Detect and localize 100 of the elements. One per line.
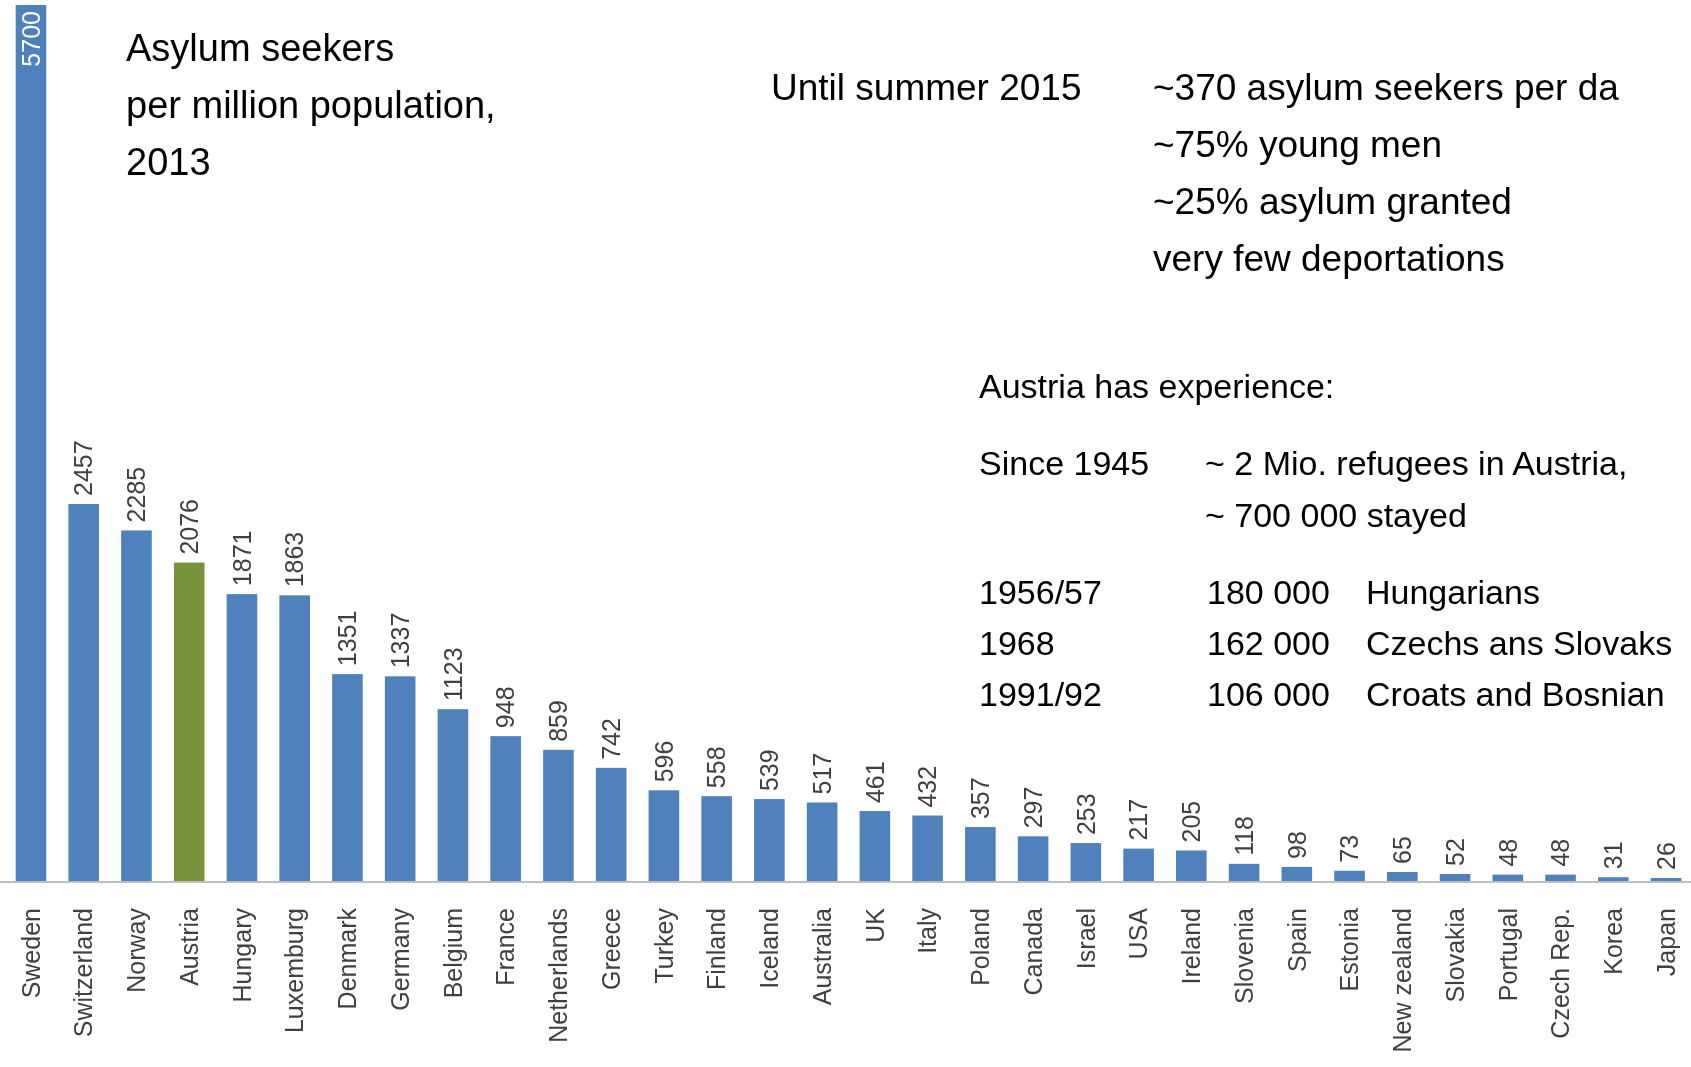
bar — [121, 530, 152, 882]
x-tick-label: Hungary — [227, 907, 256, 1003]
x-tick-label: Finland — [702, 908, 731, 990]
x-tick-label: Poland — [966, 908, 995, 986]
data-label: 517 — [807, 752, 836, 795]
bar — [1176, 850, 1207, 882]
bar — [279, 595, 310, 882]
data-label: 1351 — [333, 610, 362, 667]
data-label: 948 — [491, 686, 520, 729]
x-tick-label: Sweden — [16, 908, 45, 999]
annotation: 1968 — [979, 624, 1055, 662]
x-tick-label: Austria — [174, 907, 203, 986]
x-tick-label: Israel — [1071, 908, 1100, 970]
x-tick-label: Turkey — [649, 907, 678, 984]
annotation: Until summer 2015 — [771, 67, 1082, 108]
bar — [1334, 870, 1365, 882]
bar — [806, 802, 838, 882]
x-tick-label: France — [491, 908, 520, 986]
bar — [15, 5, 47, 882]
annotation: 162 000 — [1207, 624, 1330, 662]
x-tick-label: Australia — [807, 907, 836, 1006]
x-tick-label: Ireland — [1177, 908, 1206, 985]
x-tick-label: Switzerland — [69, 908, 98, 1038]
annotation: ~ 2 Mio. refugees in Austria, — [1205, 444, 1628, 482]
bar — [543, 749, 574, 882]
bar — [68, 503, 100, 882]
annotation: Austria has experience: — [979, 367, 1335, 405]
bar — [1387, 872, 1418, 882]
x-tick-label: Luxemburg — [280, 908, 309, 1034]
annotation: 1956/57 — [979, 573, 1102, 611]
bar — [754, 799, 785, 882]
bar — [490, 736, 521, 882]
annotation: ~370 asylum seekers per da — [1153, 67, 1620, 108]
data-label: 217 — [1124, 798, 1153, 841]
bar — [1070, 843, 1102, 882]
x-tick-label: Denmark — [333, 907, 362, 1010]
x-tick-label: Belgium — [438, 908, 467, 999]
bar — [437, 709, 469, 882]
x-tick-label: Italy — [913, 907, 942, 954]
annotation: 1991/92 — [979, 675, 1102, 713]
x-tick-label: New zealand — [1388, 908, 1417, 1053]
data-label: 73 — [1335, 834, 1364, 863]
annotation: Since 1945 — [979, 444, 1150, 482]
data-label: 742 — [596, 718, 625, 760]
bar — [1228, 863, 1260, 882]
annotation: ~25% asylum granted — [1153, 181, 1512, 222]
data-label: 859 — [544, 700, 573, 742]
data-label: 1871 — [227, 530, 256, 587]
bar — [1017, 836, 1049, 882]
x-tick-label: Slovakia — [1440, 907, 1469, 1003]
data-label: 205 — [1177, 800, 1206, 843]
data-label: 1863 — [280, 531, 309, 588]
data-label: 461 — [860, 761, 889, 804]
bar — [173, 562, 205, 882]
annotation: ~ 700 000 stayed — [1205, 496, 1467, 534]
x-tick-label: Norway — [122, 907, 151, 993]
data-label: 297 — [1018, 786, 1047, 829]
x-tick-label: Korea — [1599, 907, 1628, 975]
data-label: 2457 — [69, 440, 98, 496]
x-tick-label: Estonia — [1335, 907, 1364, 992]
annotation: very few deportations — [1153, 238, 1505, 279]
data-label: 253 — [1071, 793, 1100, 836]
x-tick-label: Czech Rep. — [1546, 908, 1575, 1039]
annotation: 106 000 — [1207, 675, 1330, 713]
bar — [332, 674, 363, 882]
x-tick-label: UK — [860, 907, 889, 943]
x-tick-label: Canada — [1018, 907, 1047, 996]
data-label: 5700 — [16, 11, 45, 67]
x-tick-label: Slovenia — [1229, 907, 1258, 1004]
bar — [595, 767, 627, 882]
bar — [1123, 848, 1154, 882]
data-label: 2285 — [122, 466, 151, 523]
x-tick-label: Spain — [1282, 908, 1311, 972]
data-label: 48 — [1493, 838, 1522, 867]
data-label: 31 — [1599, 841, 1628, 870]
data-label: 98 — [1282, 831, 1311, 859]
x-tick-label: Japan — [1651, 908, 1680, 977]
text: Asylum seekers per million population, 2013 — [126, 27, 496, 183]
annotation: Croats and Bosnian — [1366, 675, 1665, 713]
data-label: 118 — [1229, 815, 1258, 856]
bar — [384, 676, 416, 882]
bar — [1281, 866, 1313, 882]
data-label: 432 — [913, 765, 942, 808]
annotation: 180 000 — [1207, 573, 1330, 611]
data-label: 2076 — [174, 498, 203, 555]
data-label: 48 — [1546, 838, 1575, 867]
bar — [648, 790, 680, 882]
x-tick-label: USA — [1124, 907, 1153, 960]
data-label: 539 — [755, 749, 784, 792]
bar — [701, 796, 732, 882]
x-tick-label: Iceland — [755, 908, 784, 989]
bar — [226, 594, 258, 882]
data-label: 596 — [649, 740, 678, 783]
data-label: 357 — [966, 777, 995, 820]
data-label: 52 — [1440, 838, 1469, 866]
bar — [859, 811, 891, 882]
annotation: Hungarians — [1366, 573, 1540, 611]
data-label: 1337 — [385, 612, 414, 669]
x-tick-label: Netherlands — [544, 908, 573, 1043]
data-label: 26 — [1651, 842, 1680, 870]
